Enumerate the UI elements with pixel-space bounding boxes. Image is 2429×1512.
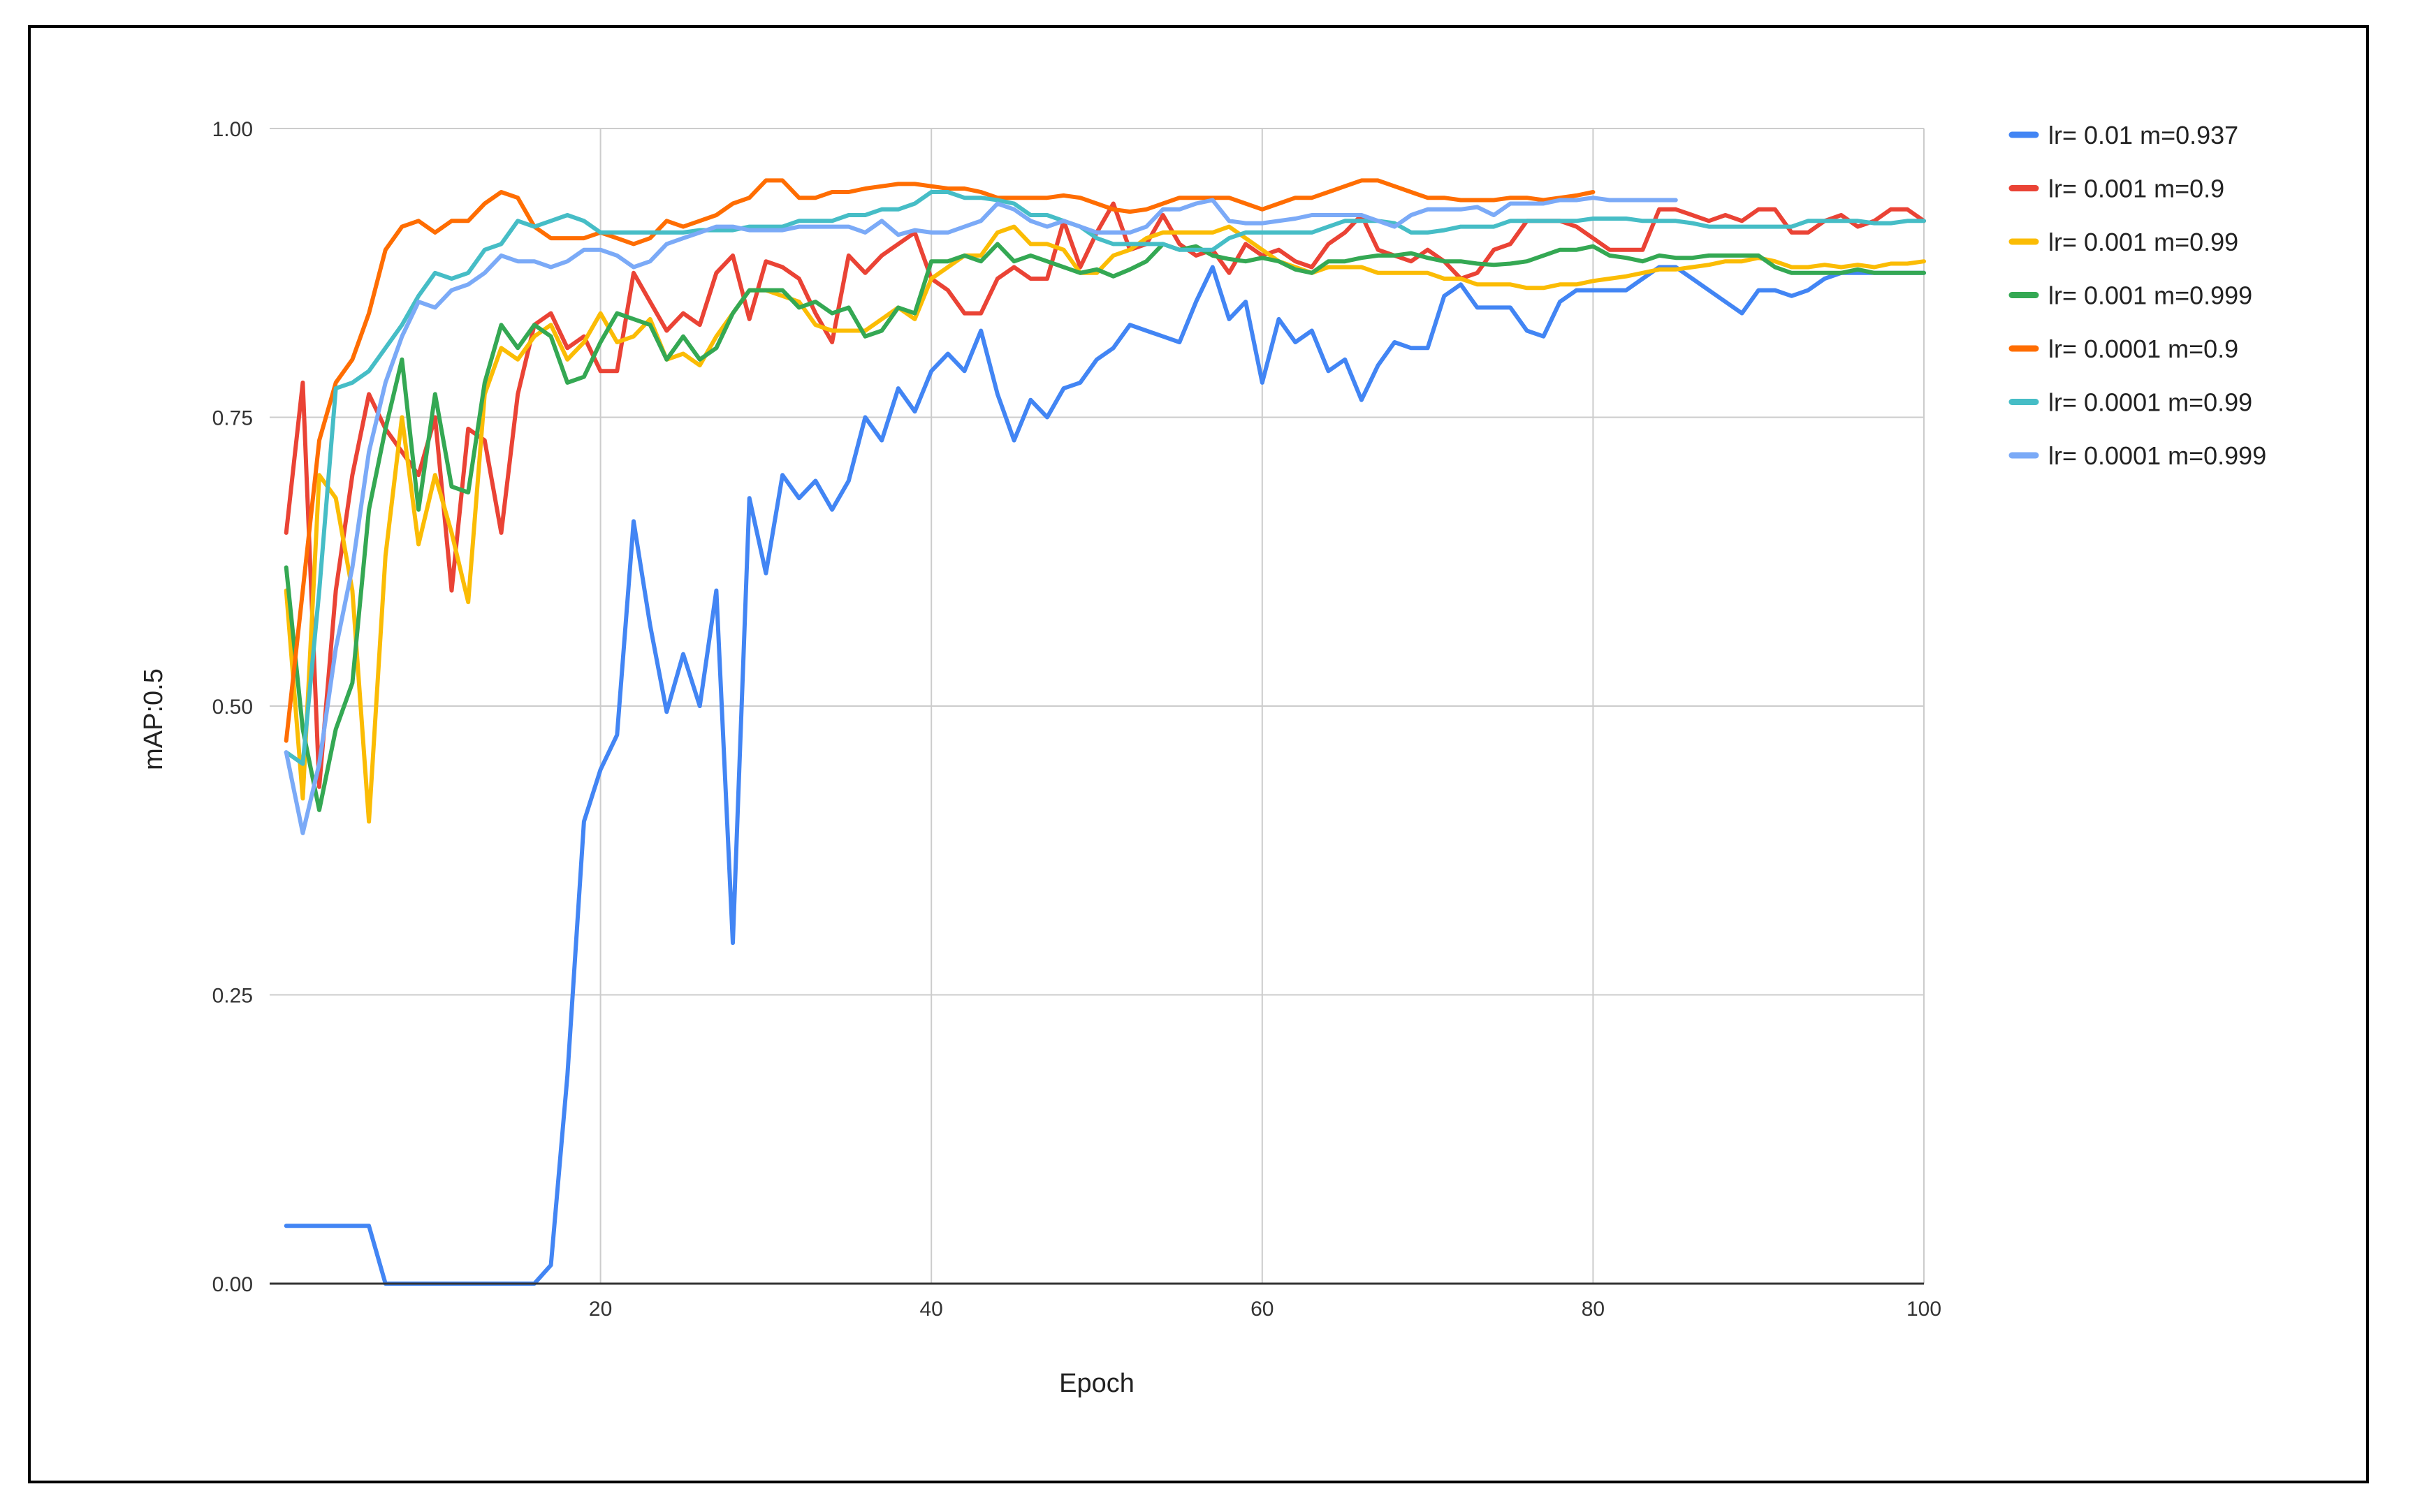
series-line-6: [284, 190, 1926, 766]
y-tick-label: 0.75: [212, 407, 253, 430]
x-tick-label: 100: [1906, 1298, 1941, 1321]
series-line-4: [284, 242, 1926, 812]
x-axis-ticks: 20 40 60 80 100: [589, 1298, 1941, 1321]
legend-item: lr= 0.001 m=0.9: [2008, 175, 2224, 203]
series-line-2: [284, 201, 1926, 789]
x-tick-label: 80: [1582, 1298, 1605, 1321]
y-tick-label: 0.25: [212, 985, 253, 1008]
x-tick-label: 60: [1250, 1298, 1274, 1321]
legend-label: lr= 0.0001 m=0.99: [2048, 388, 2252, 417]
legend-item: lr= 0.0001 m=0.99: [2008, 388, 2252, 417]
chart-frame: [28, 25, 2369, 1483]
legend-label: lr= 0.0001 m=0.9: [2048, 335, 2238, 363]
y-axis-label: mAP:0.5: [139, 668, 168, 770]
x-tick-label: 40: [920, 1298, 943, 1321]
y-tick-label: 0.00: [212, 1273, 253, 1296]
y-axis-ticks: 0.00 0.25 0.50 0.75 1.00: [212, 118, 253, 1296]
series-line-3: [284, 224, 1926, 824]
legend-item: lr= 0.0001 m=0.9: [2008, 335, 2238, 363]
x-tick-label: 20: [589, 1298, 612, 1321]
legend-item: lr= 0.001 m=0.999: [2008, 281, 2252, 310]
grid-lines: [270, 128, 1925, 1284]
legend-label: lr= 0.0001 m=0.999: [2048, 441, 2266, 470]
series-line-1: [284, 265, 1926, 1286]
legend: lr= 0.01 m=0.937 lr= 0.001 m=0.9 lr= 0.001…: [2008, 121, 2266, 470]
series-line-5: [284, 178, 1596, 743]
series-line-7: [284, 196, 1678, 835]
legend-label: lr= 0.001 m=0.9: [2048, 175, 2224, 203]
x-axis-label: Epoch: [1059, 1369, 1135, 1398]
legend-label: lr= 0.001 m=0.99: [2048, 228, 2238, 256]
series-lines: [284, 178, 1926, 1286]
y-tick-label: 1.00: [212, 118, 253, 141]
legend-item: lr= 0.0001 m=0.999: [2008, 441, 2266, 470]
legend-label: lr= 0.001 m=0.999: [2048, 281, 2252, 310]
legend-item: lr= 0.001 m=0.99: [2008, 228, 2238, 256]
y-tick-label: 0.50: [212, 696, 253, 719]
legend-label: lr= 0.01 m=0.937: [2048, 121, 2238, 149]
legend-item: lr= 0.01 m=0.937: [2008, 121, 2238, 149]
